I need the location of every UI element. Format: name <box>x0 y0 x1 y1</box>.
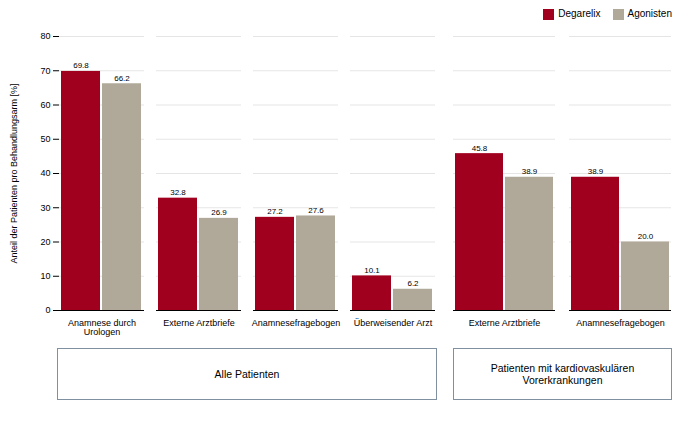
svg-text:30: 30 <box>40 203 50 213</box>
svg-text:20: 20 <box>40 237 50 247</box>
svg-text:50: 50 <box>40 134 50 144</box>
svg-text:Externe Arztbriefe: Externe Arztbriefe <box>469 318 541 328</box>
svg-text:32.8: 32.8 <box>170 188 186 197</box>
svg-text:69.8: 69.8 <box>73 61 89 70</box>
html-text:Patienten mit kardiovaskulären: Patienten mit kardiovaskulären Vorerkran… <box>490 362 635 386</box>
svg-text:Anamnesefragebogen: Anamnesefragebogen <box>252 318 341 328</box>
svg-text:0: 0 <box>45 305 50 315</box>
svg-text:60: 60 <box>40 100 50 110</box>
html-text:Agonisten: Agonisten <box>627 8 672 20</box>
svg-text:27.2: 27.2 <box>267 207 283 216</box>
svg-text:26.9: 26.9 <box>211 208 227 217</box>
svg-text:27.6: 27.6 <box>308 206 324 215</box>
svg-text:Externe Arztbriefe: Externe Arztbriefe <box>163 318 235 328</box>
svg-text:80: 80 <box>40 31 50 41</box>
svg-text:Überweisender Arzt: Überweisender Arzt <box>354 318 433 328</box>
html-text:Degarelix: Degarelix <box>558 8 601 20</box>
svg-text:6.2: 6.2 <box>407 279 419 288</box>
svg-text:10: 10 <box>40 271 50 281</box>
svg-text:40: 40 <box>40 168 50 178</box>
svg-text:45.8: 45.8 <box>472 144 488 153</box>
svg-text:20.0: 20.0 <box>638 232 654 241</box>
svg-text:Anteil der Patienten pro Behan: Anteil der Patienten pro Behandlungsarm … <box>9 83 19 263</box>
svg-text:66.2: 66.2 <box>114 74 130 83</box>
svg-text:38.9: 38.9 <box>588 167 604 176</box>
svg-text:Anamnesefragebogen: Anamnesefragebogen <box>576 318 665 328</box>
svg-text:70: 70 <box>40 66 50 76</box>
html-text:Alle Patienten: Alle Patienten <box>214 368 280 380</box>
svg-text:Anamnese durchUrologen: Anamnese durchUrologen <box>68 318 136 337</box>
svg-text:10.1: 10.1 <box>364 266 380 275</box>
svg-text:38.9: 38.9 <box>522 167 538 176</box>
